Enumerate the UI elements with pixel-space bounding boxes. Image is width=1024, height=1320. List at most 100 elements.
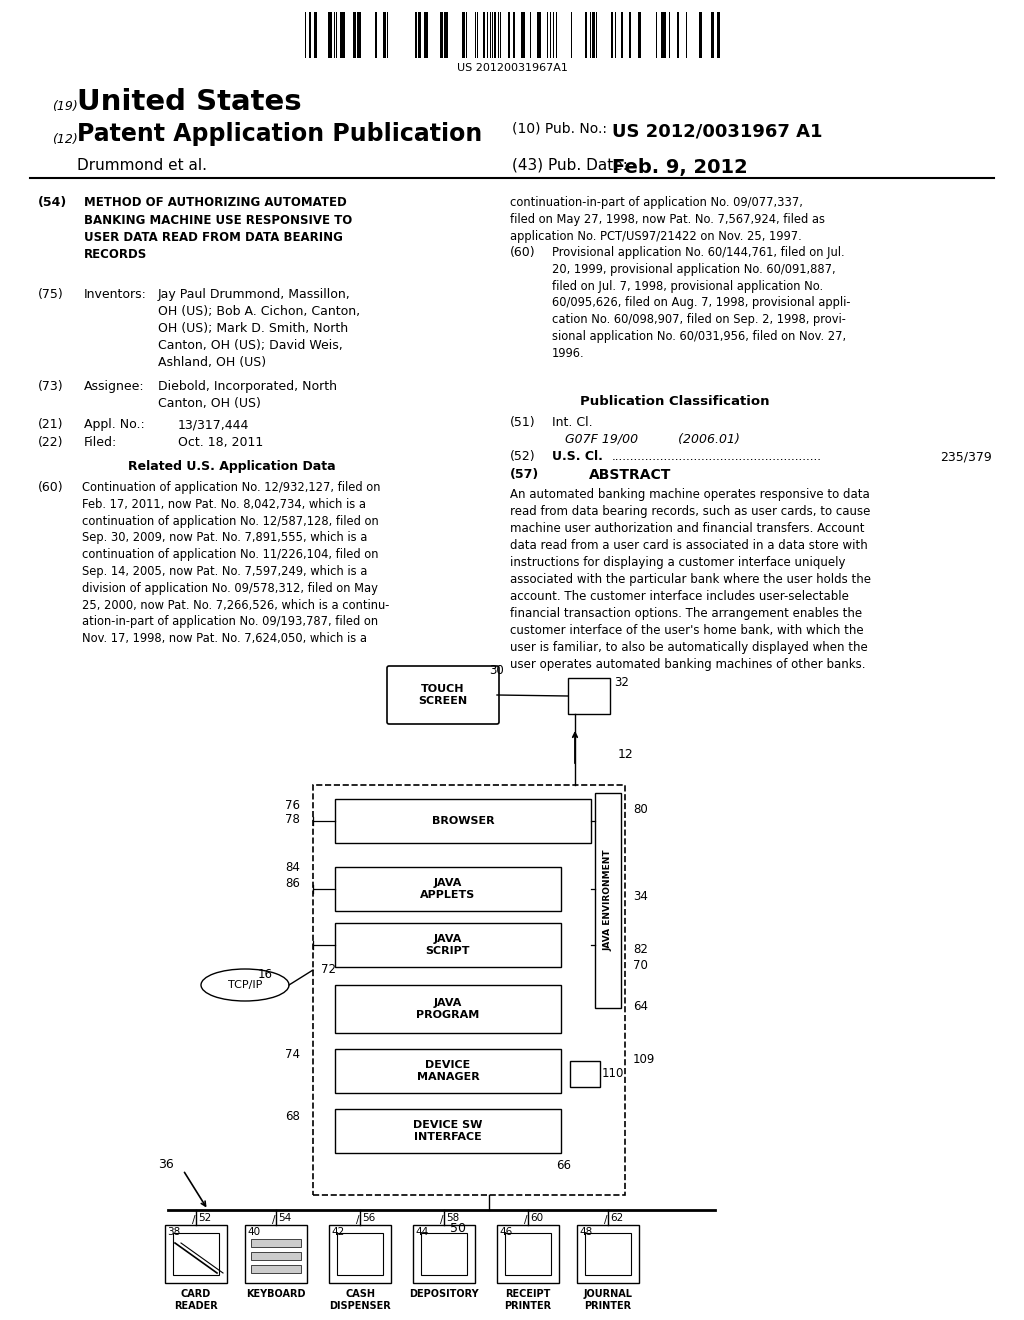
Text: United States: United States (77, 88, 302, 116)
Text: Feb. 9, 2012: Feb. 9, 2012 (612, 158, 748, 177)
Bar (337, 1233, 383, 1275)
Text: 62: 62 (610, 1213, 624, 1224)
Text: 78: 78 (285, 813, 300, 826)
Bar (577, 1225, 639, 1283)
Text: Oct. 18, 2011: Oct. 18, 2011 (178, 436, 263, 449)
Bar (717, 12, 720, 58)
Text: 72: 72 (321, 964, 336, 975)
Bar (415, 12, 417, 58)
Text: 44: 44 (415, 1228, 428, 1237)
Text: /: / (604, 1214, 607, 1225)
Text: 34: 34 (633, 890, 648, 903)
Text: 68: 68 (285, 1110, 300, 1123)
Text: DEVICE
MANAGER: DEVICE MANAGER (417, 1060, 479, 1082)
Text: Publication Classification: Publication Classification (580, 395, 769, 408)
Text: RECEIPT
PRINTER: RECEIPT PRINTER (505, 1290, 552, 1311)
Bar (521, 12, 525, 58)
Text: 36: 36 (158, 1158, 174, 1171)
Text: Continuation of application No. 12/932,127, filed on
Feb. 17, 2011, now Pat. No.: Continuation of application No. 12/932,1… (82, 480, 389, 645)
Bar (328, 12, 332, 58)
Text: BROWSER: BROWSER (432, 816, 495, 826)
Text: G07F 19/00          (2006.01): G07F 19/00 (2006.01) (565, 432, 740, 445)
Text: CASH
DISPENSER: CASH DISPENSER (329, 1290, 391, 1311)
Bar (418, 12, 421, 58)
Text: 60: 60 (530, 1213, 543, 1224)
Bar (340, 12, 345, 58)
Text: US 20120031967A1: US 20120031967A1 (457, 63, 567, 73)
Text: (60): (60) (38, 480, 63, 494)
Bar (173, 1233, 219, 1275)
Text: 66: 66 (556, 1159, 571, 1172)
Text: 46: 46 (499, 1228, 512, 1237)
Text: 48: 48 (579, 1228, 592, 1237)
Bar (335, 867, 561, 911)
Text: 84: 84 (285, 861, 300, 874)
Text: Jay Paul Drummond, Massillon,
OH (US); Bob A. Cichon, Canton,
OH (US); Mark D. S: Jay Paul Drummond, Massillon, OH (US); B… (158, 288, 360, 370)
Bar (335, 1109, 561, 1152)
Bar (329, 1225, 391, 1283)
Text: (12): (12) (52, 133, 78, 147)
Bar (383, 12, 386, 58)
Text: (22): (22) (38, 436, 63, 449)
Text: (75): (75) (38, 288, 63, 301)
Text: /: / (356, 1214, 359, 1225)
Text: 58: 58 (446, 1213, 459, 1224)
Text: /: / (193, 1214, 196, 1225)
Bar (611, 12, 613, 58)
Text: JAVA
PROGRAM: JAVA PROGRAM (417, 998, 479, 1020)
Text: 13/317,444: 13/317,444 (178, 418, 250, 432)
Bar (570, 1061, 600, 1086)
Bar (335, 1049, 561, 1093)
Text: An automated banking machine operates responsive to data
read from data bearing : An automated banking machine operates re… (510, 488, 871, 671)
Bar (335, 799, 591, 843)
Bar (245, 1225, 307, 1283)
Bar (513, 12, 515, 58)
Text: (21): (21) (38, 418, 63, 432)
Text: 54: 54 (278, 1213, 291, 1224)
Text: Related U.S. Application Data: Related U.S. Application Data (128, 459, 336, 473)
Text: 56: 56 (362, 1213, 375, 1224)
Text: ABSTRACT: ABSTRACT (589, 469, 671, 482)
Bar (375, 12, 377, 58)
Bar (638, 12, 641, 58)
Text: 82: 82 (633, 942, 648, 956)
Bar (413, 1225, 475, 1283)
Text: Appl. No.:: Appl. No.: (84, 418, 144, 432)
Bar (585, 1233, 631, 1275)
Text: Filed:: Filed: (84, 436, 118, 449)
Bar (165, 1225, 227, 1283)
Text: DEVICE SW
INTERFACE: DEVICE SW INTERFACE (414, 1119, 482, 1142)
Bar (314, 12, 317, 58)
Text: (43) Pub. Date:: (43) Pub. Date: (512, 158, 628, 173)
Text: US 2012/0031967 A1: US 2012/0031967 A1 (612, 121, 822, 140)
Text: 86: 86 (285, 876, 300, 890)
Text: 80: 80 (633, 803, 648, 816)
Bar (440, 12, 443, 58)
Text: 64: 64 (633, 1001, 648, 1012)
Text: 12: 12 (618, 748, 634, 762)
Text: (10) Pub. No.:: (10) Pub. No.: (512, 121, 607, 136)
Text: KEYBOARD: KEYBOARD (246, 1290, 306, 1299)
Text: Diebold, Incorporated, North
Canton, OH (US): Diebold, Incorporated, North Canton, OH … (158, 380, 337, 411)
Bar (421, 1233, 467, 1275)
Text: Patent Application Publication: Patent Application Publication (77, 121, 482, 147)
Bar (251, 1239, 301, 1247)
Text: METHOD OF AUTHORIZING AUTOMATED
BANKING MACHINE USE RESPONSIVE TO
USER DATA READ: METHOD OF AUTHORIZING AUTOMATED BANKING … (84, 195, 352, 261)
Text: 235/379: 235/379 (940, 450, 992, 463)
Bar (699, 12, 702, 58)
Text: JAVA
APPLETS: JAVA APPLETS (421, 878, 475, 900)
Text: /: / (524, 1214, 527, 1225)
Text: TCP/IP: TCP/IP (227, 979, 262, 990)
Text: DEPOSITORY: DEPOSITORY (410, 1290, 479, 1299)
Text: JOURNAL
PRINTER: JOURNAL PRINTER (584, 1290, 633, 1311)
Bar (335, 985, 561, 1034)
Text: CARD
READER: CARD READER (174, 1290, 218, 1311)
Bar (357, 12, 361, 58)
Text: (73): (73) (38, 380, 63, 393)
Bar (309, 12, 311, 58)
Text: Drummond et al.: Drummond et al. (77, 158, 207, 173)
Bar (251, 1251, 301, 1261)
Bar (595, 793, 621, 1008)
Bar (592, 12, 595, 58)
Text: 52: 52 (198, 1213, 211, 1224)
